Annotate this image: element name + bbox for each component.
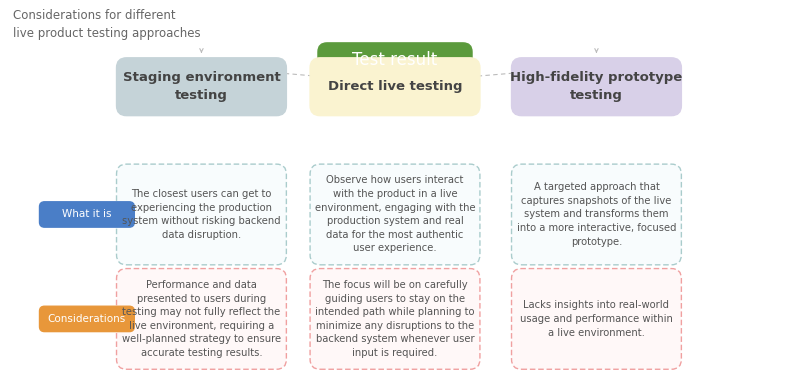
FancyBboxPatch shape — [117, 269, 286, 369]
Text: Staging environment
testing: Staging environment testing — [122, 72, 280, 102]
Text: Lacks insights into real-world
usage and performance within
a live environment.: Lacks insights into real-world usage and… — [520, 300, 673, 338]
FancyBboxPatch shape — [40, 202, 134, 227]
Text: The focus will be on carefully
guiding users to stay on the
intended path while : The focus will be on carefully guiding u… — [315, 280, 475, 358]
FancyBboxPatch shape — [512, 269, 681, 369]
Text: A targeted approach that
captures snapshots of the live
system and transforms th: A targeted approach that captures snapsh… — [517, 182, 676, 247]
FancyBboxPatch shape — [117, 164, 286, 265]
Text: Observe how users interact
with the product in a live
environment, engaging with: Observe how users interact with the prod… — [314, 175, 476, 254]
FancyBboxPatch shape — [512, 164, 681, 265]
Text: Considerations: Considerations — [47, 314, 126, 324]
Text: Considerations for different
live product testing approaches: Considerations for different live produc… — [13, 9, 201, 40]
FancyBboxPatch shape — [318, 43, 472, 76]
Text: High-fidelity prototype
testing: High-fidelity prototype testing — [510, 72, 683, 102]
FancyBboxPatch shape — [117, 58, 286, 116]
FancyBboxPatch shape — [40, 306, 134, 332]
Text: Test result: Test result — [352, 51, 438, 69]
FancyBboxPatch shape — [310, 269, 480, 369]
Text: What it is: What it is — [62, 210, 111, 219]
FancyBboxPatch shape — [512, 58, 681, 116]
Text: The closest users can get to
experiencing the production
system without risking : The closest users can get to experiencin… — [122, 189, 280, 240]
FancyBboxPatch shape — [310, 164, 480, 265]
Text: Performance and data
presented to users during
testing may not fully reflect the: Performance and data presented to users … — [122, 280, 281, 358]
FancyBboxPatch shape — [310, 58, 480, 116]
Text: Direct live testing: Direct live testing — [328, 80, 462, 93]
